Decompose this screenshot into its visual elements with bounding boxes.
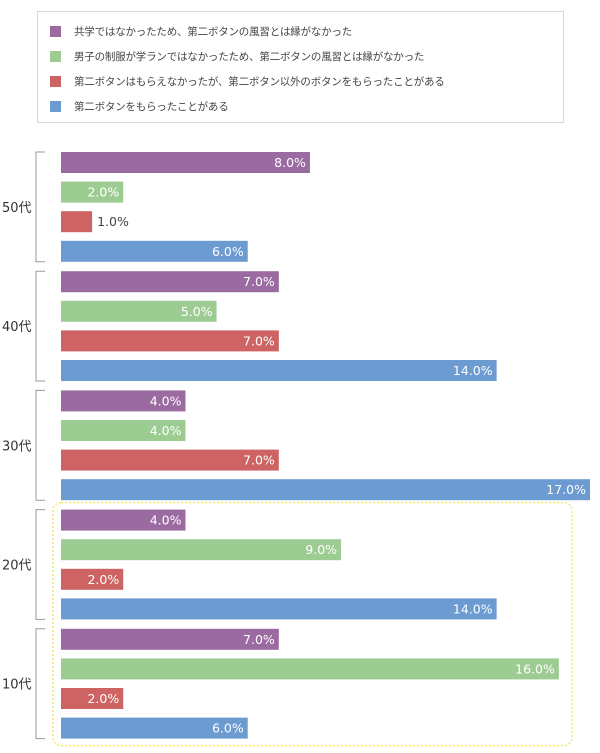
- bar: [61, 539, 342, 561]
- bar: [61, 360, 497, 381]
- group-bracket: [35, 509, 45, 620]
- group-label: 10代: [2, 678, 32, 693]
- highlight-box: [52, 501, 573, 747]
- bar: [61, 240, 248, 262]
- group-label: 40代: [2, 320, 32, 335]
- data-label: 1.0%: [97, 214, 129, 229]
- group-label: 50代: [2, 201, 32, 216]
- data-label: 2.0%: [87, 185, 119, 200]
- bar: [61, 628, 279, 650]
- legend-swatch: [50, 75, 61, 87]
- data-label: 14.0%: [453, 601, 493, 616]
- data-label: 7.0%: [243, 333, 275, 348]
- data-label: 16.0%: [515, 661, 555, 676]
- data-label: 17.0%: [546, 482, 586, 497]
- bar: [61, 271, 279, 293]
- data-label: 6.0%: [212, 244, 244, 259]
- group-label: 30代: [2, 439, 32, 454]
- legend-item: 第二ボタンはもらえなかったが、第二ボタン以外のボタンをもらったことがある: [50, 73, 445, 89]
- bar: [61, 509, 186, 531]
- data-label: 4.0%: [150, 393, 182, 408]
- bar: [61, 300, 217, 322]
- data-label: 14.0%: [453, 363, 493, 378]
- bar: [61, 658, 559, 680]
- data-label: 7.0%: [243, 453, 275, 468]
- bar: [61, 330, 279, 352]
- bar: [61, 181, 124, 203]
- group-bracket: [35, 270, 45, 382]
- bar: [61, 717, 248, 739]
- group-bracket: [35, 628, 45, 740]
- legend-item: 男子の制服が学ランではなかったため、第二ボタンの風習とは縁がなかった: [50, 48, 424, 64]
- bar: [61, 152, 310, 173]
- bar: [61, 449, 279, 471]
- data-label: 4.0%: [150, 513, 182, 528]
- legend-swatch: [50, 25, 61, 37]
- legend-label: 男子の制服が学ランではなかったため、第二ボタンの風習とは縁がなかった: [74, 50, 425, 63]
- bar: [61, 479, 590, 501]
- chart-legend: 共学ではなかったため、第二ボタンの風習とは縁がなかった 男子の制服が学ランではな…: [37, 11, 564, 123]
- legend-label: 第二ボタンはもらえなかったが、第二ボタン以外のボタンをもらったことがある: [74, 75, 445, 88]
- bar: [61, 598, 497, 620]
- bar: [61, 688, 124, 709]
- legend-label: 共学ではなかったため、第二ボタンの風習とは縁がなかった: [74, 25, 353, 38]
- data-label: 7.0%: [243, 274, 275, 289]
- bar: [61, 390, 186, 412]
- legend-swatch: [50, 50, 61, 62]
- data-label: 7.0%: [243, 632, 275, 647]
- legend-item: 共学ではなかったため、第二ボタンの風習とは縁がなかった: [50, 23, 352, 39]
- group-bracket: [35, 151, 45, 263]
- data-label: 5.0%: [181, 304, 213, 319]
- legend-item: 第二ボタンをもらったことがある: [50, 98, 229, 114]
- legend-label: 第二ボタンをもらったことがある: [74, 100, 229, 113]
- group-bracket: [35, 389, 45, 501]
- legend-swatch: [50, 100, 61, 112]
- group-label: 20代: [2, 559, 32, 574]
- data-label: 6.0%: [212, 721, 244, 736]
- data-label: 9.0%: [305, 542, 337, 557]
- data-label: 2.0%: [87, 572, 119, 587]
- data-label: 4.0%: [150, 423, 182, 438]
- data-label: 8.0%: [274, 155, 306, 170]
- bar: [61, 420, 186, 441]
- bar: [61, 568, 124, 590]
- data-label: 2.0%: [87, 691, 119, 706]
- bar: [61, 211, 93, 233]
